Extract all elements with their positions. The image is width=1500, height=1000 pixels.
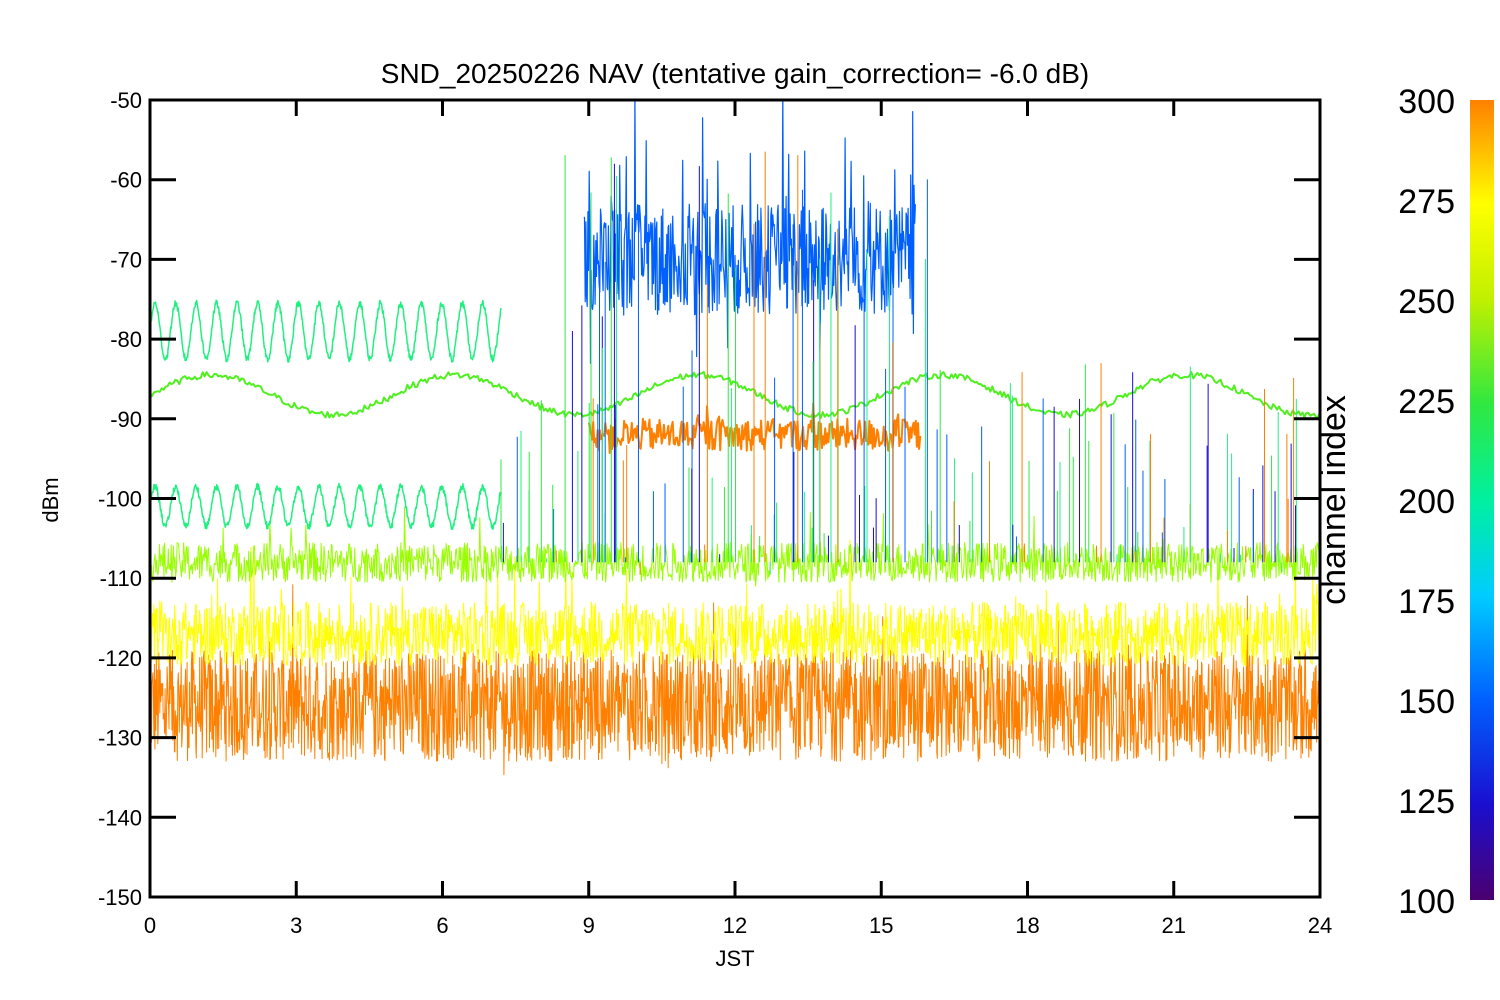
x-tick-label: 15 (869, 913, 893, 938)
y-axis-ticks: -50 -60 -70 -80 -90 -100 -110 -120 -130 -140 -150 (98, 88, 1320, 910)
x-tick-label: 24 (1308, 913, 1332, 938)
colorbar-title: channel index (1315, 395, 1353, 605)
y-tick-label: -110 (100, 566, 142, 591)
colorbar-tick-label: 150 (1398, 683, 1455, 721)
series-line-ch210 (150, 482, 502, 531)
series-line-ch210 (150, 299, 502, 363)
y-tick-label: -70 (110, 247, 142, 272)
x-tick-label: 6 (436, 913, 448, 938)
colorbar-tick-label: 125 (1398, 783, 1455, 821)
series-line-ch285 (587, 402, 922, 454)
series-line-ch240 (150, 371, 1320, 419)
colorbar-tick-label: 175 (1398, 583, 1455, 621)
colorbar-ticks: 300 275 250 225 200 175 150 125 100 (1398, 83, 1455, 921)
y-tick-label: -140 (98, 805, 142, 830)
series-line-ch250 (150, 506, 1320, 587)
colorbar-tick-label: 275 (1398, 183, 1455, 221)
y-tick-label: -80 (110, 327, 142, 352)
y-tick-label: -130 (98, 726, 142, 751)
y-tick-label: -150 (98, 885, 142, 910)
x-axis-label: JST (715, 946, 754, 971)
series-line-ch150 (583, 100, 916, 364)
y-tick-label: -120 (98, 646, 142, 671)
series-line-ch290 (150, 584, 1320, 776)
y-tick-label: -50 (110, 88, 142, 113)
series-line-ch270 (150, 539, 1320, 688)
y-tick-label: -90 (110, 407, 142, 432)
colorbar (1470, 100, 1494, 900)
x-tick-label: 21 (1162, 913, 1186, 938)
colorbar-tick-label: 200 (1398, 483, 1455, 521)
x-tick-label: 0 (144, 913, 156, 938)
colorbar-tick-label: 300 (1398, 83, 1455, 121)
y-axis-label: dBm (38, 477, 63, 522)
x-tick-label: 3 (290, 913, 302, 938)
colorbar-tick-label: 100 (1398, 883, 1455, 921)
plot-series (150, 100, 1320, 776)
x-tick-label: 9 (583, 913, 595, 938)
colorbar-tick-label: 250 (1398, 283, 1455, 321)
x-tick-label: 18 (1015, 913, 1039, 938)
x-axis-ticks: 0 3 6 9 12 15 18 21 24 (144, 100, 1332, 938)
plot-frame (148, 98, 1322, 899)
colorbar-tick-label: 225 (1398, 383, 1455, 421)
x-tick-label: 12 (723, 913, 747, 938)
y-tick-label: -100 (98, 487, 142, 512)
y-tick-label: -60 (110, 168, 142, 193)
chart-title: SND_20250226 NAV (tentative gain_correct… (381, 58, 1089, 89)
